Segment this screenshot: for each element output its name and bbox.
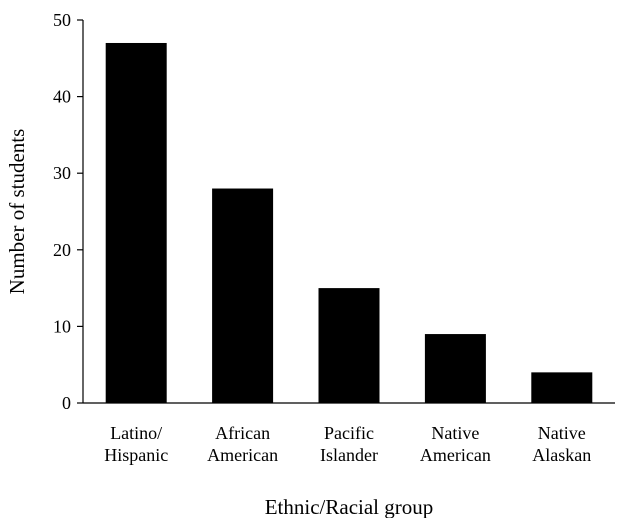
x-tick-label-3: Native American bbox=[420, 423, 491, 465]
y-tick-label-1: 10 bbox=[53, 316, 71, 336]
y-tick-label-5: 50 bbox=[53, 10, 71, 30]
x-axis-title: Ethnic/Racial group bbox=[265, 495, 434, 518]
bar-2 bbox=[318, 288, 380, 403]
axes-group bbox=[82, 20, 615, 404]
y-ticks-group: 0 10 20 30 40 50 bbox=[53, 10, 83, 413]
y-tick-label-2: 20 bbox=[53, 240, 71, 260]
x-tick-label-4: Native Alaskan bbox=[532, 423, 591, 465]
bars-group bbox=[105, 42, 593, 403]
x-tick-label-0: Latino/Hispanic bbox=[104, 423, 168, 465]
x-tick-label-2: Pacific Islander bbox=[320, 423, 378, 465]
x-tick-labels-group: Latino/Hispanic African American Pacific Isl… bbox=[104, 423, 591, 465]
x-tick-label-1: African American bbox=[207, 423, 278, 465]
y-tick-label-0: 0 bbox=[62, 393, 71, 413]
bar-0 bbox=[105, 42, 167, 403]
y-tick-label-3: 30 bbox=[53, 163, 71, 183]
bar-3 bbox=[424, 334, 486, 403]
bar-1 bbox=[212, 188, 274, 403]
y-axis-title: Number of students bbox=[5, 129, 29, 295]
y-tick-label-4: 40 bbox=[53, 87, 71, 107]
bar-4 bbox=[531, 372, 593, 403]
